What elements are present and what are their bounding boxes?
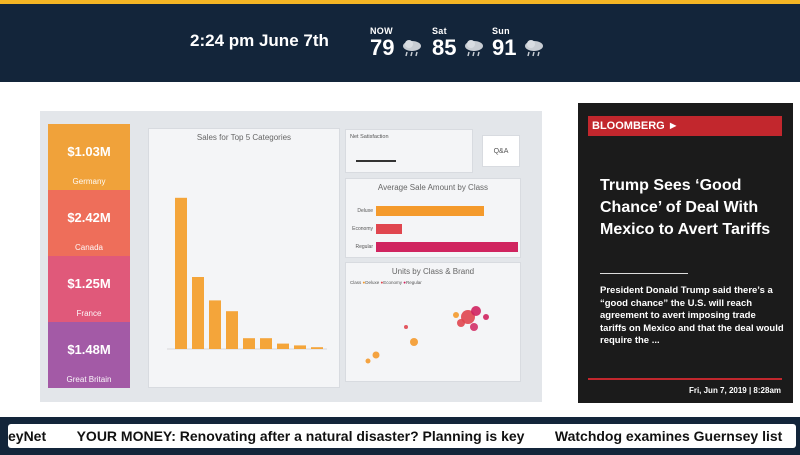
kpi-tile-great-britain: $1.48M Great Britain [48, 322, 130, 388]
slicer-track[interactable] [356, 160, 396, 162]
qa-button[interactable]: Q&A [482, 135, 520, 167]
news-summary: President Donald Trump said there’s a “g… [600, 285, 784, 346]
bar [260, 338, 272, 349]
weather-label: Sun [492, 26, 510, 36]
rain-cloud-icon [402, 40, 421, 57]
legend-item: Regular [406, 280, 422, 285]
bar [294, 345, 306, 349]
ticker-item[interactable]: YOUR MONEY: Renovating after a natural d… [76, 428, 525, 444]
scatter-legend: Class ●Deluxe ●Economy ●Regular [350, 280, 422, 285]
avg-sale-panel: Average Sale Amount by Class Deluxe Econo… [345, 178, 521, 258]
rain-cloud-icon [464, 40, 483, 57]
news-ticker: eyNet YOUR MONEY: Renovating after a nat… [0, 417, 800, 455]
kpi-value: $1.03M [67, 144, 111, 159]
bar-chart-title: Sales for Top 5 Categories [196, 133, 292, 142]
divider [588, 378, 782, 380]
avg-sale-row: Deluxe [350, 203, 518, 219]
news-panel[interactable]: BLOOMBERG ► Trump Sees ‘Good Chance’ of … [578, 103, 793, 403]
ticker-item[interactable]: eyNet [8, 428, 47, 444]
legend-item: Deluxe [365, 280, 380, 285]
top-bar: 2:24 pm June 7th NOW 79 Sat 85 Sun 91 [0, 0, 800, 82]
avg-sale-bar [376, 242, 518, 252]
avg-sale-row: Regular [350, 239, 518, 255]
weather-temp: 85 [432, 35, 457, 60]
news-headline[interactable]: Trump Sees ‘Good Chance’ of Deal With Me… [600, 177, 771, 238]
slicer-title: Net Satisfaction [350, 134, 389, 140]
weather-sat: Sat 85 [432, 26, 485, 60]
legend-item: Economy [383, 280, 403, 285]
slicer-panel[interactable]: Net Satisfaction [345, 129, 473, 173]
avg-sale-bar [376, 224, 402, 234]
bar [209, 300, 221, 349]
avg-sale-label: Regular [355, 244, 373, 250]
avg-sale-bar [376, 206, 484, 216]
avg-sale-row: Economy [350, 221, 518, 237]
avg-sale-title: Average Sale Amount by Class [377, 183, 489, 192]
kpi-label: Germany [72, 177, 106, 186]
news-source-tag[interactable]: BLOOMBERG ► [588, 116, 782, 136]
bar [226, 311, 238, 349]
weather-label: Sat [432, 26, 447, 36]
ticker-track: eyNet YOUR MONEY: Renovating after a nat… [8, 424, 796, 448]
bar-chart-plot [167, 197, 327, 350]
avg-sale-label: Deluxe [357, 208, 373, 214]
kpi-label: France [76, 309, 102, 318]
kpi-value: $1.25M [67, 276, 111, 291]
ticker-item[interactable]: Watchdog examines Guernsey list [554, 428, 783, 444]
scatter-panel: Units by Class & Brand Class ●Deluxe ●Ec… [345, 262, 521, 382]
avg-sale-label: Economy [352, 226, 373, 232]
scatter-title: Units by Class & Brand [391, 267, 475, 276]
news-date: Fri, Jun 7, 2019 | 8:28am [688, 386, 781, 395]
kpi-label: Canada [74, 243, 104, 252]
kpi-label: Great Britain [66, 375, 112, 384]
kpi-tile-france: $1.25M France [48, 256, 130, 322]
legend-title: Class [350, 280, 362, 285]
weather-temp: 91 [492, 35, 517, 60]
weather-temp: 79 [370, 35, 395, 60]
qa-label: Q&A [493, 148, 509, 155]
kpi-value: $1.48M [67, 342, 111, 357]
bar [175, 197, 187, 349]
scatter-plot [365, 306, 489, 364]
bar [277, 343, 289, 349]
weather-sun: Sun 91 [492, 26, 545, 60]
weather-now: NOW 79 [370, 26, 423, 60]
bar [243, 338, 255, 349]
weather-label: NOW [370, 26, 393, 36]
bar [192, 277, 204, 349]
divider [600, 273, 688, 274]
bar-chart-panel: Sales for Top 5 Categories [148, 128, 340, 388]
kpi-value: $2.42M [67, 210, 111, 225]
bar [311, 347, 323, 349]
kpi-tile-canada: $2.42M Canada [48, 190, 130, 256]
rain-cloud-icon [524, 40, 543, 57]
clock-time: 2:24 pm June 7th [190, 31, 329, 50]
kpi-tile-germany: $1.03M Germany [48, 124, 130, 190]
